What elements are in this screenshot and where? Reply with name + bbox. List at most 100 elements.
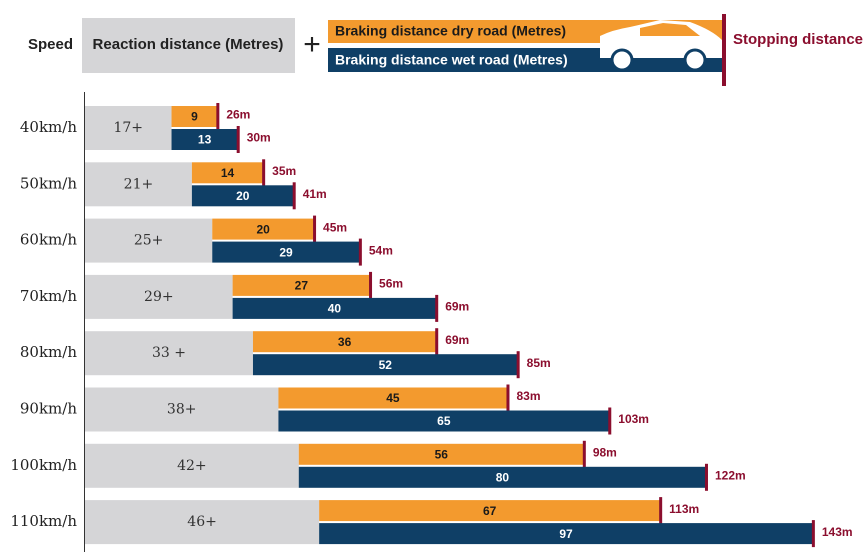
stopping-label: 26m xyxy=(226,108,250,122)
wet-bar xyxy=(298,466,706,488)
stopping-label: 41m xyxy=(303,187,327,201)
reaction-label: 42+ xyxy=(177,458,207,474)
reaction-bar xyxy=(85,274,233,319)
y-tick-label: 80km/h xyxy=(20,343,77,361)
stopping-label: 143m xyxy=(822,525,853,539)
stopping-mark xyxy=(262,159,266,187)
wet-bar xyxy=(212,241,360,263)
y-tick-label: 50km/h xyxy=(20,174,77,192)
wet-bar xyxy=(252,354,518,376)
stopping-mark xyxy=(292,182,296,210)
legend-plus: + xyxy=(303,28,321,61)
bar-value-label: 14 xyxy=(221,166,235,180)
bar-value-label: 20 xyxy=(256,222,270,236)
legend-wet: Braking distance wet road (Metres) xyxy=(335,52,568,68)
reaction-label: 33 + xyxy=(152,345,186,361)
legend-reaction: Reaction distance (Metres) xyxy=(93,36,284,53)
stopping-mark xyxy=(435,328,439,356)
stopping-label: 69m xyxy=(445,300,469,314)
stopping-mark xyxy=(608,407,612,435)
stopping-label: 98m xyxy=(593,445,617,459)
stopping-label: 56m xyxy=(379,277,403,291)
stopping-mark xyxy=(435,294,439,322)
reaction-bar xyxy=(85,387,279,432)
stopping-mark xyxy=(216,103,220,130)
wet-bar xyxy=(191,185,294,207)
stopping-mark xyxy=(704,463,708,491)
y-tick-label: 100km/h xyxy=(10,456,77,474)
bar-value-label: 36 xyxy=(338,335,352,349)
dry-bar xyxy=(232,274,371,296)
wet-bar xyxy=(319,523,813,545)
bar-value-label: 56 xyxy=(435,447,449,461)
dry-bar xyxy=(252,331,437,353)
stopping-mark xyxy=(506,384,510,412)
bar-value-label: 27 xyxy=(295,279,309,293)
legend-reaction-swatch xyxy=(82,18,295,73)
stopping-mark xyxy=(659,497,663,525)
dry-bar xyxy=(319,500,661,522)
legend-speed: Speed xyxy=(28,36,73,53)
bar-value-label: 20 xyxy=(236,189,250,203)
y-tick-label: 40km/h xyxy=(20,118,77,136)
reaction-label: 46+ xyxy=(187,514,217,530)
dry-bar xyxy=(191,162,264,184)
y-tick-label: 90km/h xyxy=(20,400,77,418)
stopping-label: 85m xyxy=(527,356,551,370)
stopping-mark xyxy=(236,126,240,153)
car-wheel xyxy=(610,48,634,72)
stopping-label: 45m xyxy=(323,220,347,234)
bar-value-label: 13 xyxy=(198,133,212,147)
reaction-bar xyxy=(85,331,253,376)
legend-dry: Braking distance dry road (Metres) xyxy=(335,23,566,39)
reaction-label: 29+ xyxy=(144,289,174,305)
reaction-bar xyxy=(85,218,213,263)
stopping-label: 83m xyxy=(516,389,540,403)
legend: Speed Reaction distance (Metres) + Braki… xyxy=(28,14,863,86)
stopping-mark xyxy=(358,238,362,266)
reaction-label: 21+ xyxy=(124,176,154,192)
bar-value-label: 80 xyxy=(496,470,510,484)
reaction-label: 17+ xyxy=(113,120,143,136)
bar-value-label: 9 xyxy=(191,110,198,124)
bar-value-label: 97 xyxy=(559,527,573,541)
car-wheel xyxy=(683,48,707,72)
car-window xyxy=(640,23,700,36)
stopping-label: 30m xyxy=(247,131,271,145)
bar-value-label: 67 xyxy=(483,504,497,518)
stopping-label: 35m xyxy=(272,164,296,178)
reaction-label: 25+ xyxy=(134,233,164,249)
bar-value-label: 65 xyxy=(437,414,451,428)
dry-bar xyxy=(298,443,584,465)
stopping-mark xyxy=(313,215,317,243)
reaction-bar xyxy=(85,443,299,488)
reaction-bar xyxy=(85,500,320,545)
bar-value-label: 52 xyxy=(379,358,393,372)
wet-bar xyxy=(278,410,610,432)
stopping-mark xyxy=(369,271,373,299)
stopping-mark xyxy=(516,351,520,379)
stopping-label: 69m xyxy=(445,333,469,347)
y-tick-label: 70km/h xyxy=(20,287,77,305)
legend-stopping-mark xyxy=(722,14,726,86)
legend-stopping: Stopping distance xyxy=(733,31,863,48)
dry-bar xyxy=(171,106,218,127)
reaction-bar xyxy=(85,106,172,150)
stopping-label: 103m xyxy=(618,412,649,426)
wet-bar xyxy=(171,129,238,150)
reaction-label: 38+ xyxy=(167,402,197,418)
stopping-mark xyxy=(582,440,586,468)
stopping-mark xyxy=(811,520,815,548)
stopping-label: 113m xyxy=(669,502,699,516)
dry-bar xyxy=(212,218,315,240)
bar-value-label: 40 xyxy=(328,302,342,316)
y-tick-label: 110km/h xyxy=(10,512,77,530)
stopping-label: 54m xyxy=(369,243,393,257)
dry-bar xyxy=(278,387,508,409)
bar-value-label: 29 xyxy=(279,245,293,259)
wet-bar xyxy=(232,297,437,319)
y-tick-label: 60km/h xyxy=(20,231,77,249)
stopping-label: 122m xyxy=(715,468,746,482)
bar-value-label: 45 xyxy=(386,391,400,405)
